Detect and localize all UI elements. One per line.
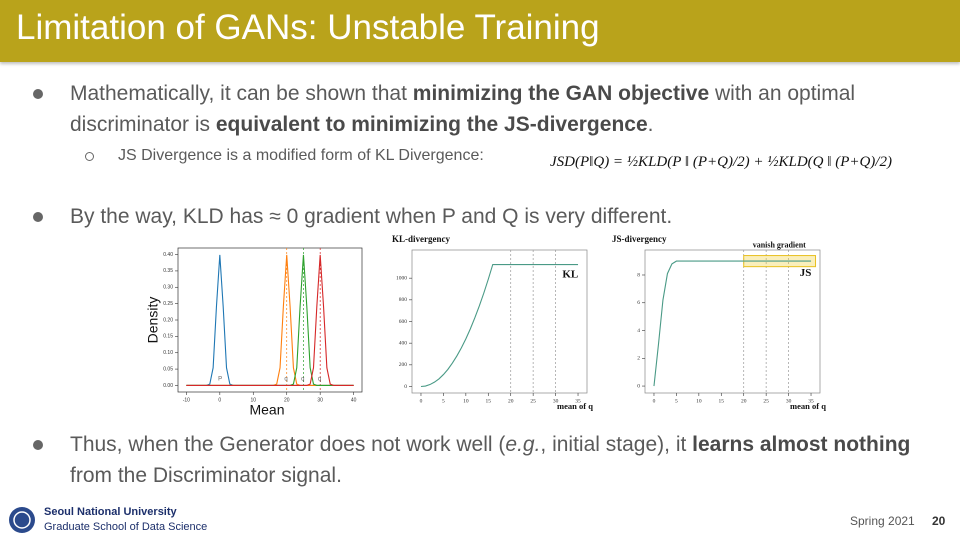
y-tick-label: 0.40 [163,252,173,258]
y-tick-label: 8 [637,272,640,278]
sub-bullet-dot [85,152,94,161]
plot-frame [411,249,588,394]
x-tick-label: 40 [351,397,357,403]
bullet-dot [33,89,43,99]
x-tick-label: 5 [442,398,445,404]
x-tick-label: 20 [741,398,747,404]
y-tick-label: 0.20 [163,317,173,323]
series-line [186,254,354,386]
annotation: JS [800,267,812,279]
x-tick-label: 5 [675,398,678,404]
x-tick-label: 10 [696,398,702,404]
term: Spring 2021 [850,514,915,528]
y-tick-label: 200 [399,362,408,368]
y-tick-label: 4 [637,328,640,334]
chart-title: KL-divergency [392,234,450,244]
annotation: q [301,376,304,382]
y-tick-label: 2 [637,356,640,362]
x-tick-label: 15 [486,398,492,404]
x-tick-label: 0 [653,398,656,404]
plot-frame [644,249,821,394]
x-tick-label: 0 [218,397,221,403]
x-tick-label: 20 [284,397,290,403]
x-tick-label: -10 [183,397,190,403]
bullet-text: By the way, KLD has ≈ 0 gradient when P … [70,201,910,232]
series-line [186,254,354,386]
text-run: with an optimal discriminator is [70,82,856,136]
y-tick-label: 0.25 [163,301,173,307]
y-tick-label: 0 [637,383,640,389]
text-run: learns almost nothing [692,433,911,456]
slide-title: Limitation of GANs: Unstable Training [16,8,600,47]
y-tick-label: 0.30 [163,285,173,291]
bullet-text: Thus, when the Generator does not work w… [70,429,940,491]
text-run: Thus, when the Generator does not work w… [70,433,506,456]
x-tick-label: 10 [463,398,469,404]
x-tick-label: 25 [530,398,536,404]
x-tick-label: 10 [250,397,256,403]
logo-ring [13,511,31,529]
y-tick-label: 6 [637,300,640,306]
y-tick-label: 0 [404,384,407,390]
logo-circle [9,507,35,533]
text-run: , initial stage), it [540,433,693,456]
y-tick-label: 0.35 [163,268,173,274]
annotation: KL [562,268,578,280]
y-tick-label: 0.05 [163,366,173,372]
x-axis-label: Mean [249,402,284,418]
x-tick-label: 30 [553,398,559,404]
text-run: . [647,113,654,136]
x-tick-label: 15 [719,398,725,404]
x-tick-label: 30 [786,398,792,404]
x-tick-label: 20 [508,398,514,404]
annotation: P [218,376,222,382]
university: Seoul National University [44,506,177,518]
x-axis-label: mean of q [557,401,593,411]
text-run: Mathematically, it can be shown that [70,82,413,105]
x-tick-label: 25 [763,398,769,404]
y-tick-label: 0.10 [163,350,173,356]
y-tick-label: 600 [399,319,408,325]
x-tick-label: 35 [808,398,814,404]
logo [9,507,35,533]
plot-frame [177,247,363,393]
bullet-dot [33,212,43,222]
x-axis-label: mean of q [790,401,826,411]
bullet-dot [33,440,43,450]
text-run: from the Discriminator signal. [70,464,342,487]
chart-title: JS-divergency [612,234,667,244]
header-bar: Limitation of GANs: Unstable Training [0,0,960,62]
x-tick-label: 35 [575,398,581,404]
y-axis-label: Density [145,297,161,344]
bullet-text: Mathematically, it can be shown that min… [70,78,910,140]
text-run: By the way, KLD has ≈ 0 gradient when P … [70,205,673,228]
page-number: 20 [932,514,946,528]
series-line [186,254,354,386]
annotation: vanish gradient [753,241,806,250]
y-tick-label: 1000 [396,275,407,281]
formula: JSD(P‖Q) = ½KLD(P ‖ (P+Q)/2) + ½KLD(Q ‖ … [550,154,892,170]
y-tick-label: 800 [399,297,408,303]
x-tick-label: 0 [420,398,423,404]
text-run: e.g. [505,433,541,456]
x-tick-label: 30 [317,397,323,403]
text-run: minimizing the GAN objective [412,82,710,105]
sub-bullet-text: JS Divergence is a modified form of KL D… [118,147,484,164]
school: Graduate School of Data Science [44,521,208,533]
series-line [420,263,579,388]
series-line [186,254,354,386]
y-tick-label: 400 [399,340,408,346]
series-line [653,260,812,387]
y-tick-label: 0.00 [163,383,173,389]
y-tick-label: 0.15 [163,334,173,340]
annotation: q [318,376,321,382]
text-run: equivalent to minimizing the JS-divergen… [215,113,648,136]
annotation: q [284,376,287,382]
